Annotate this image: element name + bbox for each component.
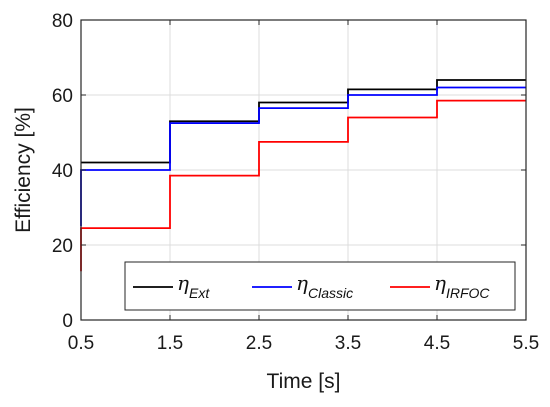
x-tick-labels: 0.5 1.5 2.5 3.5 4.5 5.5 [68, 333, 539, 354]
y-tick-label: 0 [62, 311, 73, 332]
x-tick-label: 2.5 [246, 333, 272, 354]
legend-label-irfoc: ηIRFOC [434, 271, 490, 301]
series-line-irfoc [80, 99, 526, 272]
x-tick-label: 1.5 [157, 333, 183, 354]
y-axis-label: Efficiency [%] [12, 107, 35, 233]
axis-ticks [80, 19, 527, 321]
legend-label-classic: ηClassic [296, 271, 353, 301]
y-tick-label: 20 [52, 236, 73, 257]
y-tick-label: 60 [52, 86, 73, 107]
legend: ηExt ηClassic ηIRFOC [124, 261, 516, 311]
x-tick-label: 4.5 [424, 333, 450, 354]
x-axis-label: Time [s] [267, 370, 341, 393]
y-tick-labels: 0 20 40 60 80 [52, 11, 73, 332]
series-lines [80, 79, 526, 272]
legend-box [124, 261, 516, 311]
x-tick-label: 5.5 [513, 333, 539, 354]
x-tick-label: 3.5 [335, 333, 361, 354]
legend-label-ext: ηExt [177, 271, 210, 301]
y-tick-label: 80 [52, 11, 73, 32]
series-line-classic [80, 86, 526, 227]
y-tick-label: 40 [52, 161, 73, 182]
x-tick-label: 0.5 [68, 333, 94, 354]
